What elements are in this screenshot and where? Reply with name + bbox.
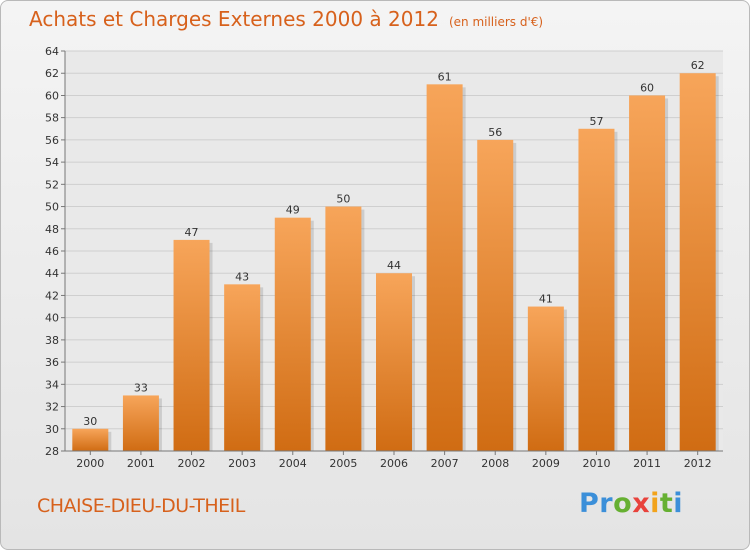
bar-2011 (629, 95, 666, 451)
x-tick-label: 2002 (178, 457, 206, 470)
x-tick-label: 2009 (532, 457, 560, 470)
y-tick-label: 56 (45, 134, 59, 147)
y-tick-label: 42 (45, 289, 59, 302)
data-label: 50 (336, 193, 350, 206)
data-label: 47 (185, 226, 199, 239)
bar-2012 (679, 73, 716, 451)
data-label: 41 (539, 293, 553, 306)
x-tick-label: 2005 (329, 457, 357, 470)
axes (61, 50, 723, 455)
logo-letter: o (613, 488, 633, 519)
x-tick-label: 2008 (481, 457, 509, 470)
y-tick-label: 36 (45, 356, 59, 369)
proxiti-logo: Proxiti (579, 488, 683, 519)
data-label: 56 (488, 126, 502, 139)
data-label: 33 (134, 381, 148, 394)
chart-unit: (en milliers d'€) (448, 15, 544, 29)
bar-2004 (274, 217, 311, 451)
x-tick-label: 2011 (633, 457, 661, 470)
data-label: 49 (286, 204, 300, 217)
x-tick-label: 2003 (228, 457, 256, 470)
x-tick-label: 2007 (431, 457, 459, 470)
chart-title: Achats et Charges Externes 2000 à 2012 (e… (29, 7, 543, 31)
bar-2001 (122, 395, 159, 451)
y-tick-label: 40 (45, 312, 59, 325)
town-name: CHAISE-DIEU-DU-THEIL (37, 495, 245, 517)
logo-letter: x (632, 488, 651, 519)
bar-2009 (527, 306, 564, 451)
y-tick-label: 48 (45, 223, 59, 236)
y-tick-label: 34 (45, 378, 59, 391)
y-tick-label: 28 (45, 445, 59, 458)
bar-2005 (325, 206, 362, 451)
y-tick-label: 58 (45, 112, 59, 125)
x-tick-label: 2012 (684, 457, 712, 470)
y-tick-label: 62 (45, 67, 59, 80)
bar-2002 (173, 239, 210, 451)
data-label: 30 (83, 415, 97, 428)
x-tick-label: 2004 (279, 457, 307, 470)
data-label: 57 (589, 115, 603, 128)
data-label: 44 (387, 259, 401, 272)
y-tick-label: 54 (45, 156, 59, 169)
y-tick-label: 32 (45, 401, 59, 414)
bar-2008 (477, 139, 514, 451)
bar-2003 (224, 284, 261, 451)
x-tick-label: 2010 (582, 457, 610, 470)
y-tick-label: 38 (45, 334, 59, 347)
y-tick-label: 46 (45, 245, 59, 258)
data-label: 61 (438, 70, 452, 83)
bar-2006 (376, 273, 412, 451)
x-tick-label: 2001 (127, 457, 155, 470)
bars (72, 73, 719, 451)
data-label: 60 (640, 81, 654, 94)
y-tick-label: 30 (45, 423, 59, 436)
logo-letter: P (579, 488, 600, 519)
logo-letter: r (599, 488, 614, 519)
data-label: 62 (691, 59, 705, 72)
y-tick-label: 64 (45, 45, 59, 58)
logo-letter: t (659, 488, 674, 519)
y-tick-label: 52 (45, 178, 59, 191)
logo-letter: i (673, 488, 684, 519)
bar-2007 (426, 84, 463, 451)
logo-letter: i (650, 488, 660, 519)
bar-2000 (72, 428, 109, 451)
chart-title-text: Achats et Charges Externes 2000 à 2012 (29, 7, 439, 31)
labels: 28 30 32 34 36 38 40 42 44 46 48 50 52 54 56 58 60 62 64 30… (45, 45, 712, 470)
x-tick-label: 2000 (76, 457, 104, 470)
data-label: 43 (235, 270, 249, 283)
bar-2010 (578, 128, 615, 451)
y-tick-label: 60 (45, 89, 59, 102)
y-tick-label: 44 (45, 267, 59, 280)
y-tick-label: 50 (45, 201, 59, 214)
x-tick-label: 2006 (380, 457, 408, 470)
